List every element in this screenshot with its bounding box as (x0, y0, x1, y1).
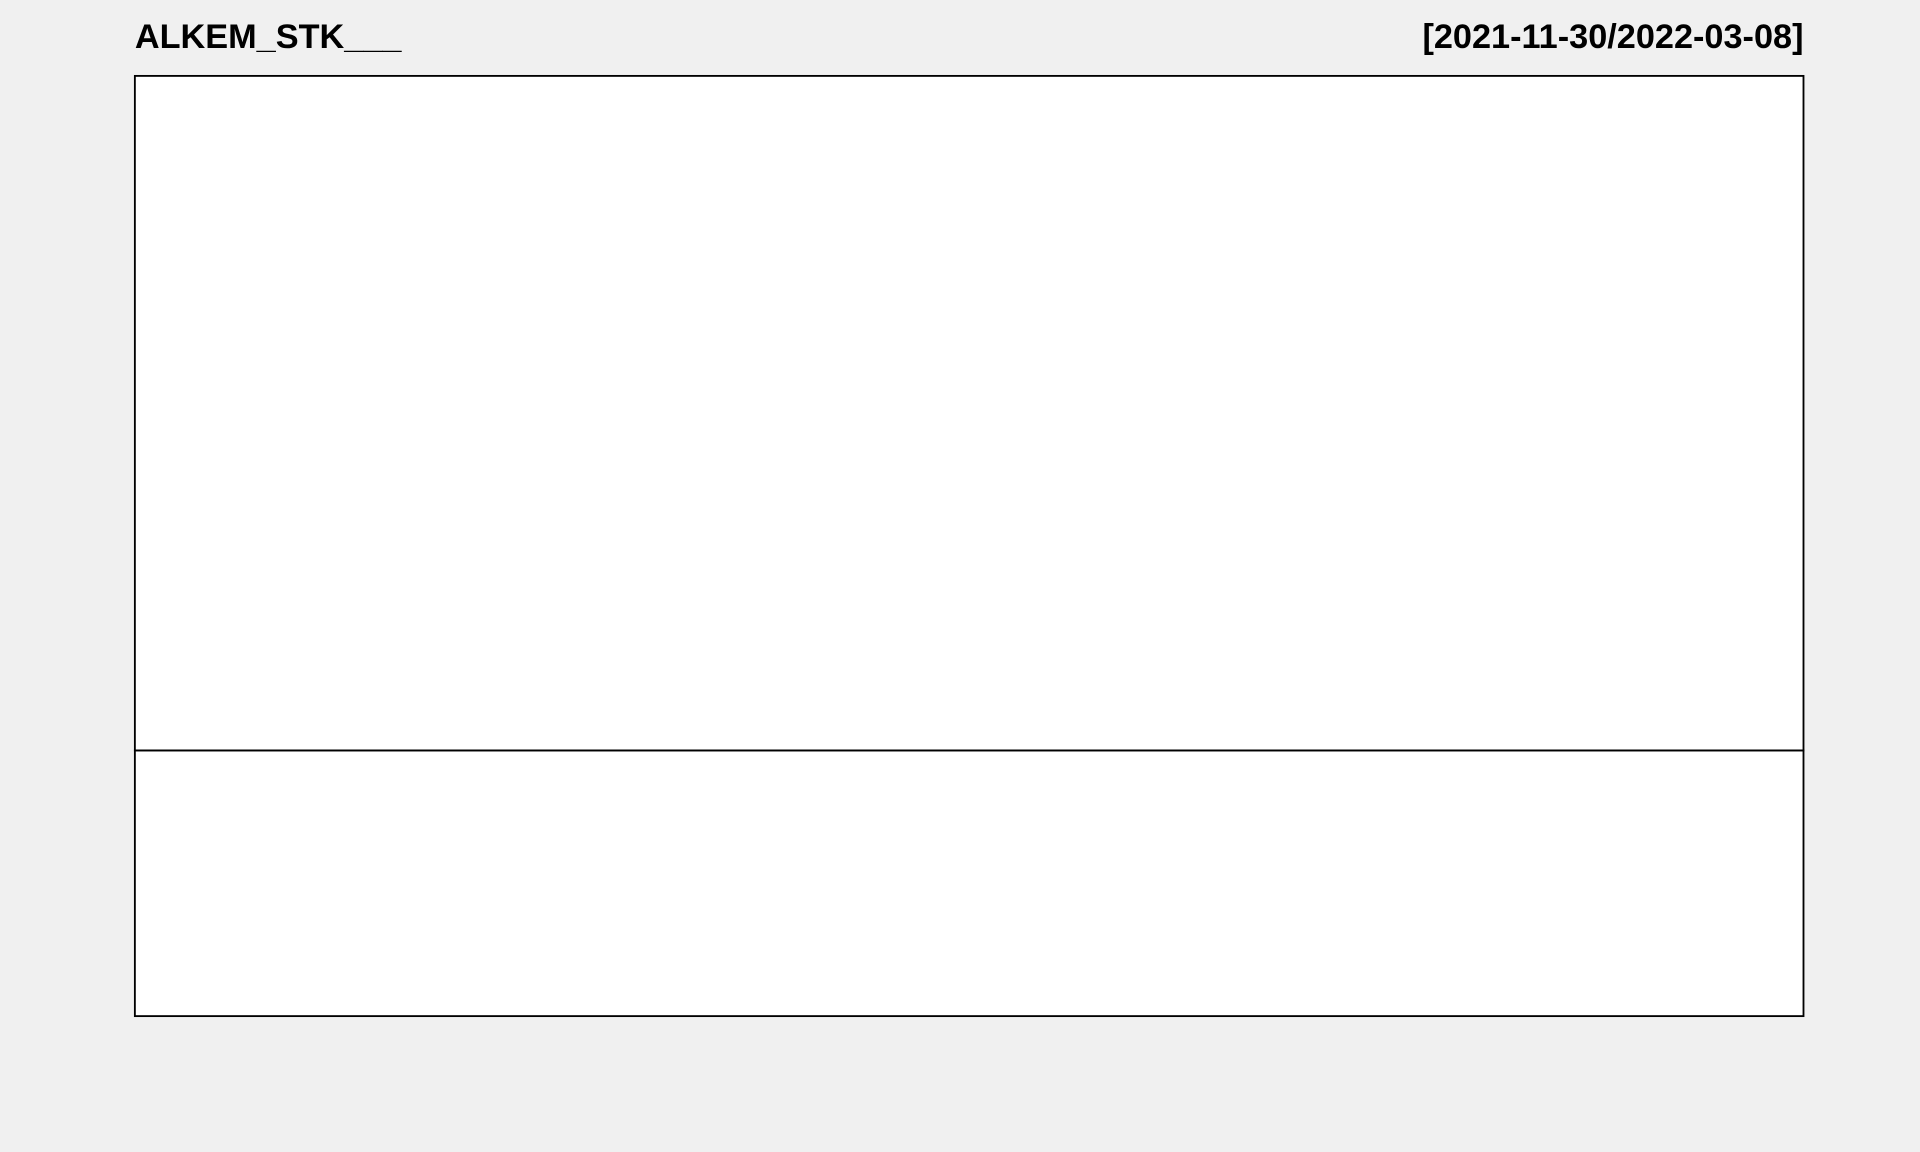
chart-title: ALKEM_STK___ (135, 18, 403, 56)
date-range: [2021-11-30/2022-03-08] (1422, 18, 1803, 56)
trend-panel (134, 750, 1804, 1017)
price-panel (134, 75, 1804, 751)
trend-frame (133, 749, 1805, 1018)
